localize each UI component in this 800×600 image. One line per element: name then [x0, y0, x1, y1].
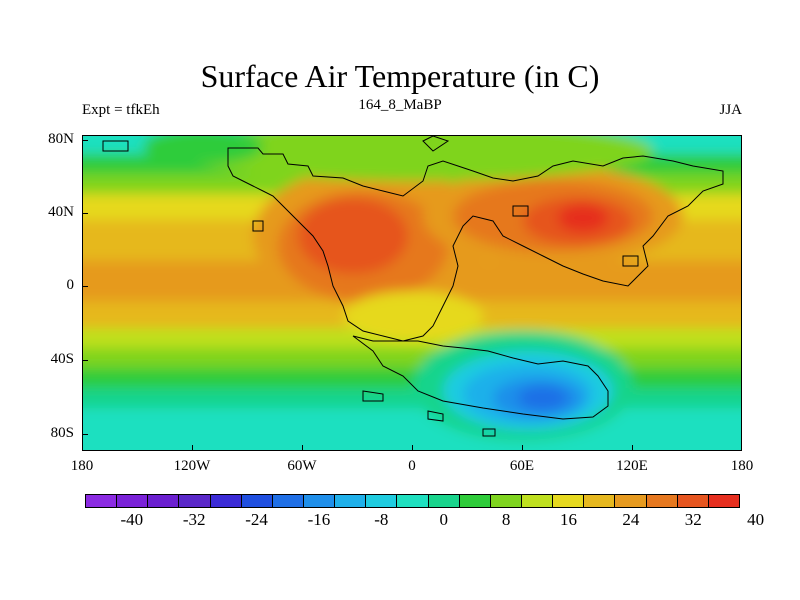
x-tick-label: 120E [616, 458, 648, 474]
y-tick [82, 213, 88, 214]
colorbar-label: -16 [307, 510, 331, 529]
colorbar-label: 32 [684, 510, 702, 529]
colorbar-swatch [179, 495, 211, 507]
x-tick [522, 445, 523, 451]
colorbar-swatch [459, 495, 491, 507]
y-tick-label: 40N [48, 204, 74, 220]
coastlines [102, 136, 724, 437]
x-tick-label: 120W [173, 458, 211, 474]
colorbar-swatch [521, 495, 554, 507]
colorbar-swatch [303, 495, 336, 507]
x-tick-label: 180 [70, 458, 94, 474]
y-tick-label: 80S [50, 425, 74, 441]
period-label: 164_8_MaBP [358, 97, 442, 113]
y-tick [82, 360, 88, 361]
y-tick [82, 140, 88, 141]
colorbar-label: -32 [182, 510, 206, 529]
x-tick-label: 60W [287, 458, 317, 474]
x-tick-label: 0 [408, 458, 416, 474]
colorbar-swatch [366, 495, 398, 507]
colorbar-swatch [397, 495, 429, 507]
colorbar-swatch [677, 495, 709, 507]
colorbar-swatch [335, 495, 367, 507]
colorbar-label: 40 [747, 510, 765, 529]
colorbar-label: -40 [120, 510, 144, 529]
y-tick-label: 40S [50, 351, 74, 367]
colorbar-swatch [272, 495, 304, 507]
y-tick [82, 434, 88, 435]
colorbar-swatch [428, 495, 460, 507]
colorbar-swatch [241, 495, 273, 507]
colorbar-swatch [708, 495, 739, 507]
colorbar-swatch [615, 495, 647, 507]
y-tick-label: 80N [48, 131, 74, 147]
temperature-field [83, 136, 741, 450]
colorbar-swatch [646, 495, 678, 507]
colorbar-swatch [210, 495, 242, 507]
x-tick-label: 60E [509, 458, 535, 474]
colorbar-label: 24 [622, 510, 640, 529]
colorbar-swatch [86, 495, 118, 507]
x-tick [632, 445, 633, 451]
y-tick-label: 0 [66, 277, 75, 293]
colorbar-label: -24 [245, 510, 268, 529]
x-tick-label: 180 [730, 458, 754, 474]
experiment-label: Expt = tfkEh [82, 102, 160, 118]
colorbar-label: 0 [439, 510, 448, 529]
colorbar-swatch [490, 495, 522, 507]
temperature-map [82, 135, 742, 451]
x-tick [412, 445, 413, 451]
colorbar-label: 16 [559, 510, 577, 529]
season-label: JJA [719, 102, 742, 118]
colorbar-swatch [584, 495, 616, 507]
colorbar [85, 494, 740, 508]
x-tick [302, 445, 303, 451]
colorbar-swatch [117, 495, 149, 507]
map-svg [83, 136, 741, 450]
x-tick [192, 445, 193, 451]
chart-title: Surface Air Temperature (in C) [200, 58, 600, 94]
colorbar-label: 8 [501, 510, 511, 529]
colorbar-swatch [148, 495, 180, 507]
colorbar-label: -8 [374, 510, 389, 529]
y-tick [82, 286, 88, 287]
colorbar-swatch [553, 495, 585, 507]
